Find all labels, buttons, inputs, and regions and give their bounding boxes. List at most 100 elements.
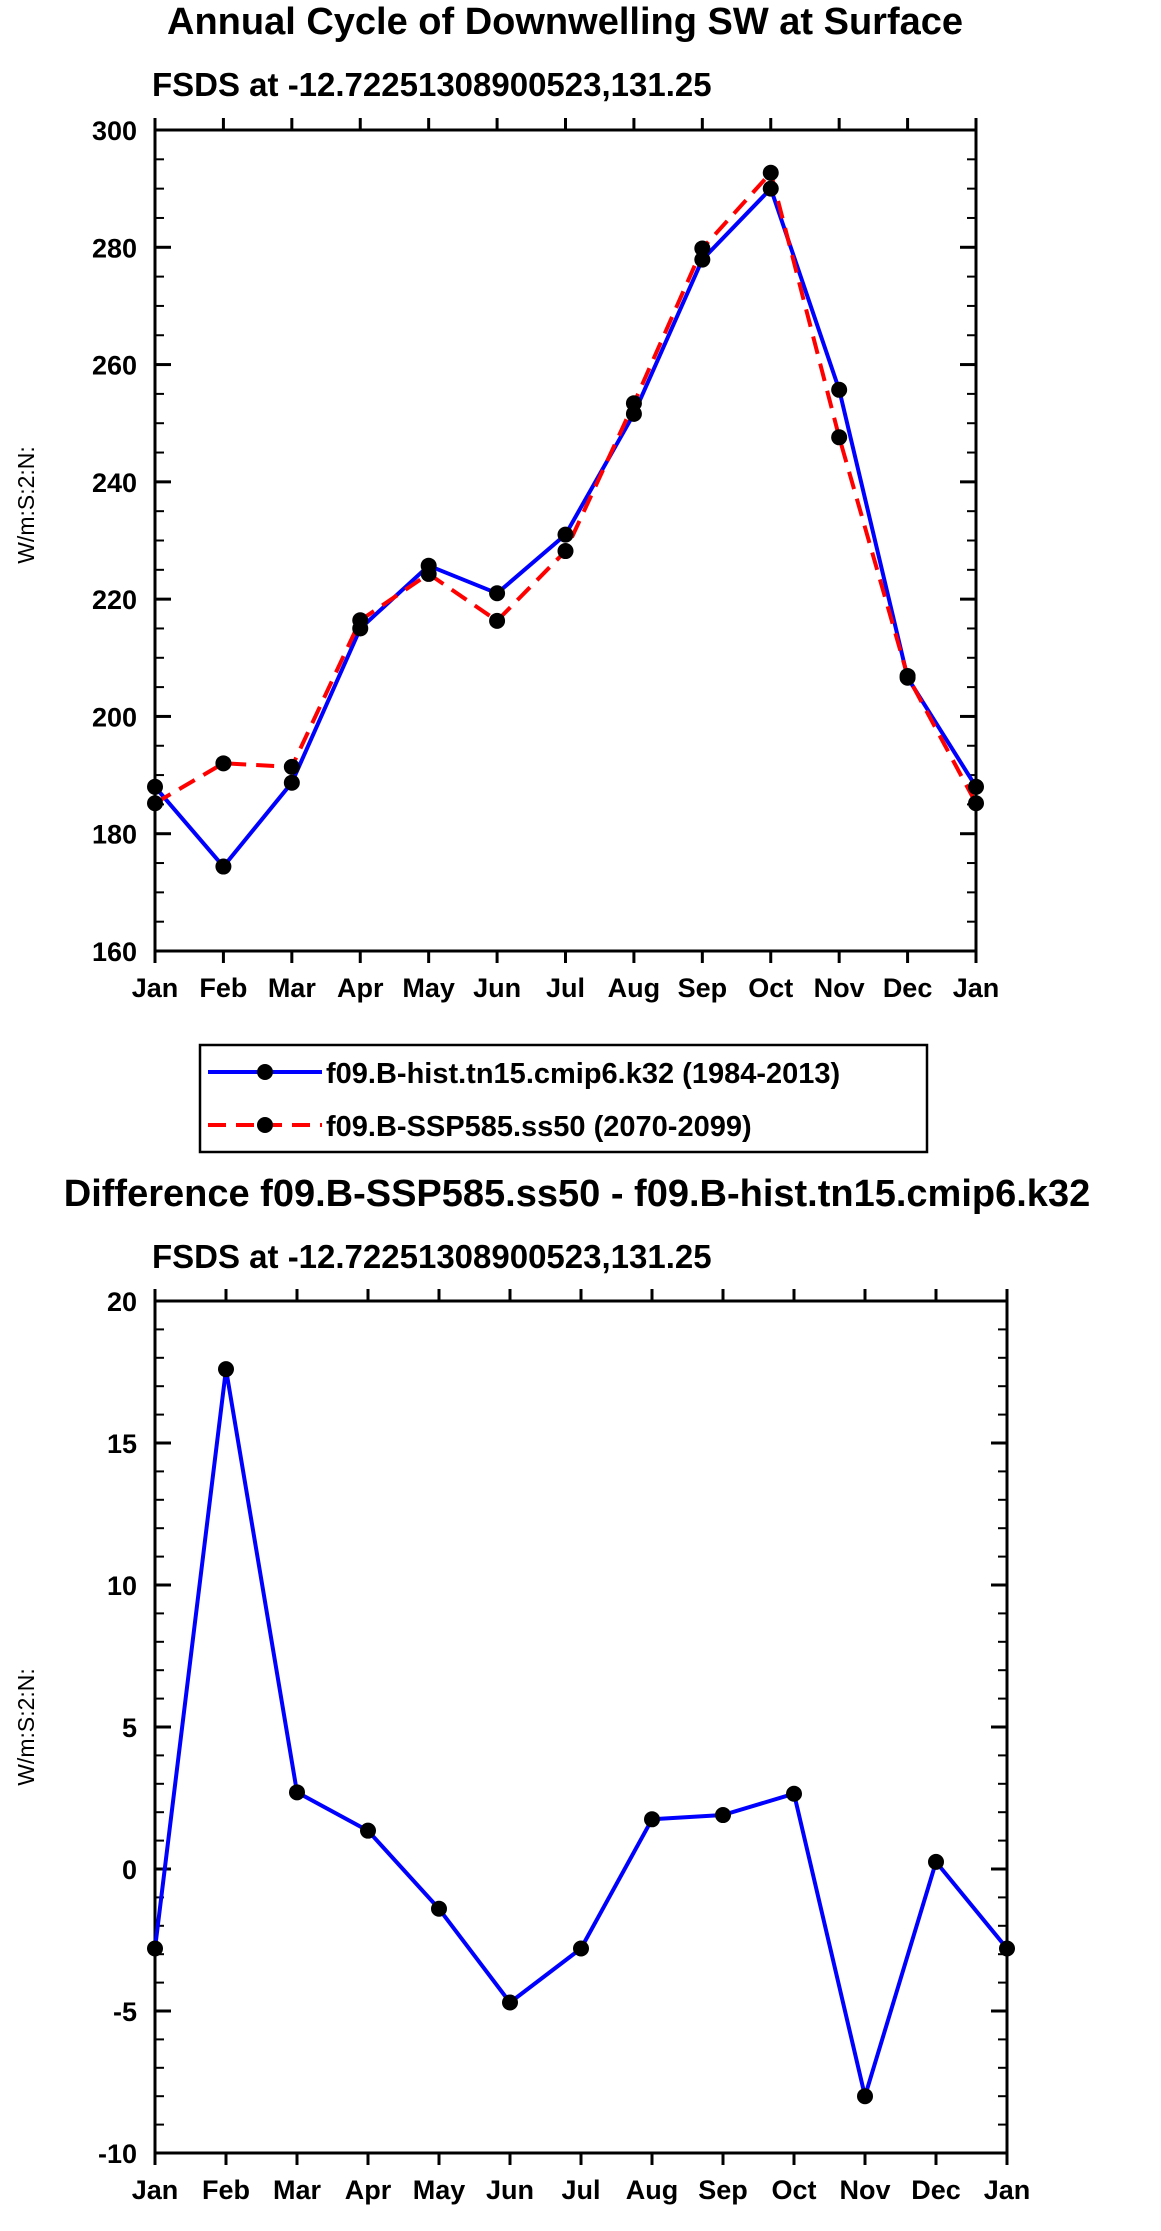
x-tick-label: Jul xyxy=(546,973,585,1003)
x-tick-label: Oct xyxy=(748,973,793,1003)
legend-entry-ssp585: f09.B-SSP585.ss50 (2070-2099) xyxy=(208,1111,752,1143)
x-tick-label: Jan xyxy=(132,2175,179,2205)
axis-ticks xyxy=(153,1289,1009,2165)
annual-cycle-panel: Annual Cycle of Downwelling SW at Surfac… xyxy=(13,1,999,1003)
y-tick-label: 180 xyxy=(92,820,137,850)
data-point xyxy=(999,1940,1015,1957)
x-tick-label: Jun xyxy=(473,973,521,1003)
data-point xyxy=(644,1811,660,1828)
legend-label-hist: f09.B-hist.tn15.cmip6.k32 (1984-2013) xyxy=(326,1058,840,1090)
data-point xyxy=(557,543,574,560)
data-point xyxy=(147,795,163,812)
x-tick-label: Sep xyxy=(698,2175,748,2205)
x-tick-label: May xyxy=(413,2175,466,2205)
data-point xyxy=(489,585,506,602)
data-point xyxy=(968,778,984,795)
x-tick-label: Dec xyxy=(911,2175,961,2205)
x-tick-label: Jan xyxy=(132,973,179,1003)
data-point xyxy=(215,755,232,772)
series-layer xyxy=(147,1361,1015,2105)
y-tick-label: 300 xyxy=(92,116,137,146)
data-point xyxy=(283,774,300,791)
data-point xyxy=(625,395,642,412)
y-tick-label: 5 xyxy=(122,1713,137,1743)
x-tick-label: Feb xyxy=(202,2175,250,2205)
y-axis-label: W/m:S:2:N: xyxy=(13,446,39,564)
x-tick-label: Jan xyxy=(984,2175,1031,2205)
data-point xyxy=(857,2088,873,2105)
x-tick-labels: Jan Feb Mar Apr May Jun Jul Aug Sep Oct Nov Dec Jan xyxy=(132,2175,1031,2205)
axis-ticks xyxy=(153,118,978,963)
y-tick-label: 10 xyxy=(107,1571,137,1601)
y-axis-label: W/m:S:2:N: xyxy=(13,1668,39,1786)
x-tick-label: Jan xyxy=(953,973,1000,1003)
chart-title: Annual Cycle of Downwelling SW at Surfac… xyxy=(167,1,963,43)
x-tick-label: Mar xyxy=(273,2175,322,2205)
y-tick-labels: 160 180 200 220 240 260 280 300 xyxy=(92,116,137,967)
x-tick-label: Dec xyxy=(883,973,933,1003)
data-point xyxy=(147,1940,163,1957)
x-tick-label: Apr xyxy=(337,973,384,1003)
x-tick-label: Jul xyxy=(561,2175,600,2205)
x-tick-label: Nov xyxy=(839,2175,890,2205)
data-point xyxy=(420,565,437,582)
legend-marker-hist xyxy=(257,1064,273,1080)
data-point xyxy=(762,180,779,197)
legend: f09.B-hist.tn15.cmip6.k32 (1984-2013) f0… xyxy=(198,1043,929,1154)
y-tick-label: 260 xyxy=(92,351,137,381)
y-tick-label: 280 xyxy=(92,233,137,263)
data-point xyxy=(489,612,506,629)
x-tick-label: Apr xyxy=(345,2175,392,2205)
data-point xyxy=(573,1940,589,1957)
data-point xyxy=(502,1994,518,2011)
data-point xyxy=(360,1822,376,1839)
data-point xyxy=(694,251,711,268)
x-tick-label: Sep xyxy=(678,973,728,1003)
data-point xyxy=(762,164,779,181)
data-point xyxy=(968,795,984,812)
legend-marker-ssp585 xyxy=(257,1117,273,1133)
data-point xyxy=(147,778,163,795)
data-point xyxy=(694,240,711,257)
legend-entry-hist: f09.B-hist.tn15.cmip6.k32 (1984-2013) xyxy=(208,1058,840,1090)
data-point xyxy=(431,1900,447,1917)
legend-label-ssp585: f09.B-SSP585.ss50 (2070-2099) xyxy=(326,1111,752,1143)
x-tick-label: Mar xyxy=(268,973,317,1003)
data-point xyxy=(218,1361,234,1378)
y-tick-label: -5 xyxy=(113,1997,137,2027)
y-tick-label: 220 xyxy=(92,585,137,615)
data-point xyxy=(899,667,916,684)
data-point xyxy=(786,1785,802,1802)
x-tick-label: Aug xyxy=(626,2175,678,2205)
data-point xyxy=(215,858,232,875)
x-tick-label: Oct xyxy=(771,2175,816,2205)
legend-box xyxy=(198,1043,929,1154)
chart-subtitle: FSDS at -12.72251308900523,131.25 xyxy=(152,66,712,103)
data-point xyxy=(557,526,574,543)
data-point xyxy=(831,381,848,398)
y-tick-label: 15 xyxy=(107,1429,137,1459)
series-line-1 xyxy=(153,170,978,805)
x-tick-label: Nov xyxy=(814,973,865,1003)
x-tick-label: Jun xyxy=(486,2175,534,2205)
series-line-0 xyxy=(153,1367,1009,2099)
x-tick-label: Feb xyxy=(199,973,247,1003)
chart-title: Difference f09.B-SSP585.ss50 - f09.B-his… xyxy=(64,1173,1090,1215)
plot-frame xyxy=(153,1299,1009,2155)
data-point xyxy=(928,1853,944,1870)
data-point xyxy=(715,1807,731,1824)
y-tick-label: -10 xyxy=(98,2139,137,2169)
data-point xyxy=(289,1784,305,1801)
x-tick-label: May xyxy=(402,973,455,1003)
y-tick-label: 20 xyxy=(107,1287,137,1317)
y-tick-label: 160 xyxy=(92,937,137,967)
data-point xyxy=(352,612,369,629)
y-tick-labels: -10 -5 0 5 10 15 20 xyxy=(98,1287,137,2169)
series-layer xyxy=(147,164,984,875)
data-point xyxy=(283,758,300,775)
y-tick-label: 0 xyxy=(122,1855,137,1885)
y-tick-label: 200 xyxy=(92,702,137,732)
y-tick-label: 240 xyxy=(92,468,137,498)
x-tick-label: Aug xyxy=(608,973,660,1003)
